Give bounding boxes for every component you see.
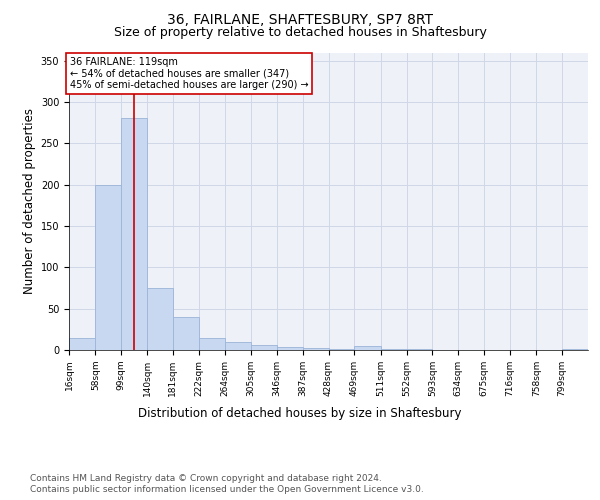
Bar bbox=[277, 346, 302, 350]
Bar bbox=[302, 348, 329, 350]
Bar bbox=[95, 184, 121, 350]
Bar bbox=[251, 345, 277, 350]
Bar bbox=[329, 349, 355, 350]
Text: Size of property relative to detached houses in Shaftesbury: Size of property relative to detached ho… bbox=[113, 26, 487, 39]
Bar bbox=[355, 346, 381, 350]
Text: Distribution of detached houses by size in Shaftesbury: Distribution of detached houses by size … bbox=[138, 408, 462, 420]
Y-axis label: Number of detached properties: Number of detached properties bbox=[23, 108, 37, 294]
Bar bbox=[407, 349, 433, 350]
Text: Contains public sector information licensed under the Open Government Licence v3: Contains public sector information licen… bbox=[30, 485, 424, 494]
Text: Contains HM Land Registry data © Crown copyright and database right 2024.: Contains HM Land Registry data © Crown c… bbox=[30, 474, 382, 483]
Bar bbox=[147, 288, 173, 350]
Bar bbox=[173, 317, 199, 350]
Bar bbox=[225, 342, 251, 350]
Bar bbox=[562, 349, 588, 350]
Bar bbox=[69, 338, 95, 350]
Bar bbox=[199, 338, 225, 350]
Bar bbox=[121, 118, 147, 350]
Text: 36, FAIRLANE, SHAFTESBURY, SP7 8RT: 36, FAIRLANE, SHAFTESBURY, SP7 8RT bbox=[167, 12, 433, 26]
Bar bbox=[381, 349, 407, 350]
Text: 36 FAIRLANE: 119sqm
← 54% of detached houses are smaller (347)
45% of semi-detac: 36 FAIRLANE: 119sqm ← 54% of detached ho… bbox=[70, 56, 308, 90]
